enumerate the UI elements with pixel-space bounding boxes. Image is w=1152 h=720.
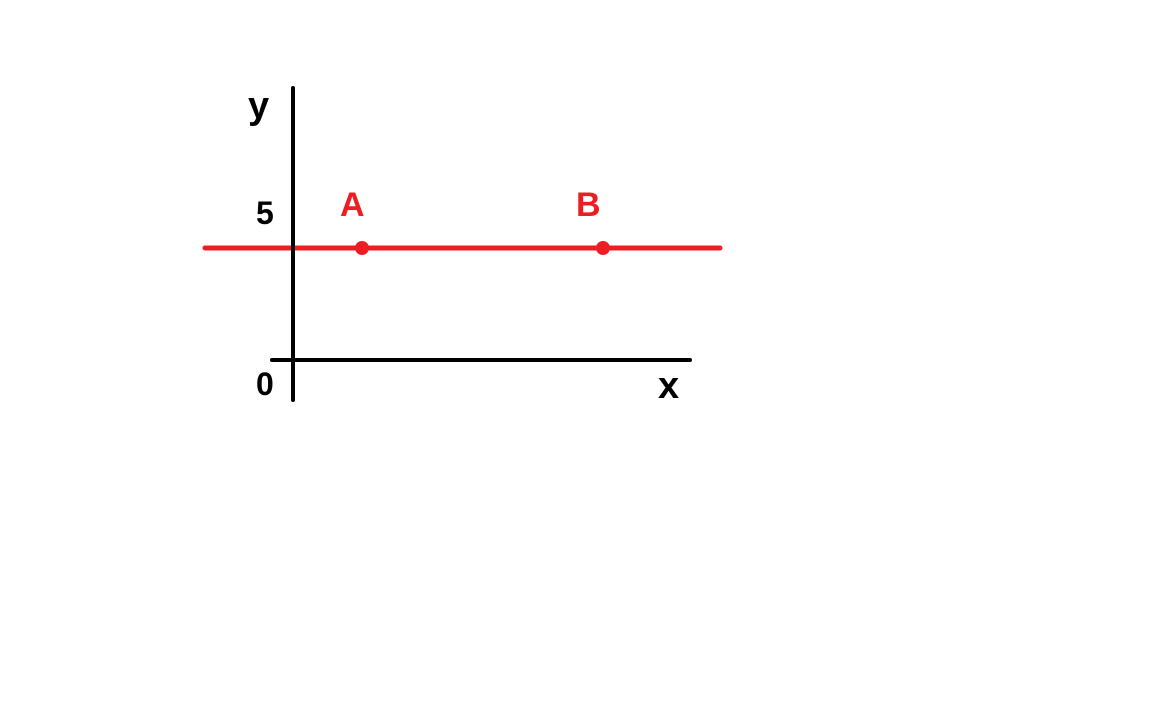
x-axis-label: x [658, 365, 679, 407]
coordinate-diagram: y x 0 5 A B [0, 0, 1152, 720]
point-b-label: B [576, 186, 601, 224]
point-a-label: A [340, 186, 365, 224]
y-tick-5-label: 5 [256, 195, 274, 231]
point-a [355, 241, 369, 255]
origin-label: 0 [256, 366, 274, 402]
y-axis-label: y [248, 85, 269, 127]
point-b [596, 241, 610, 255]
